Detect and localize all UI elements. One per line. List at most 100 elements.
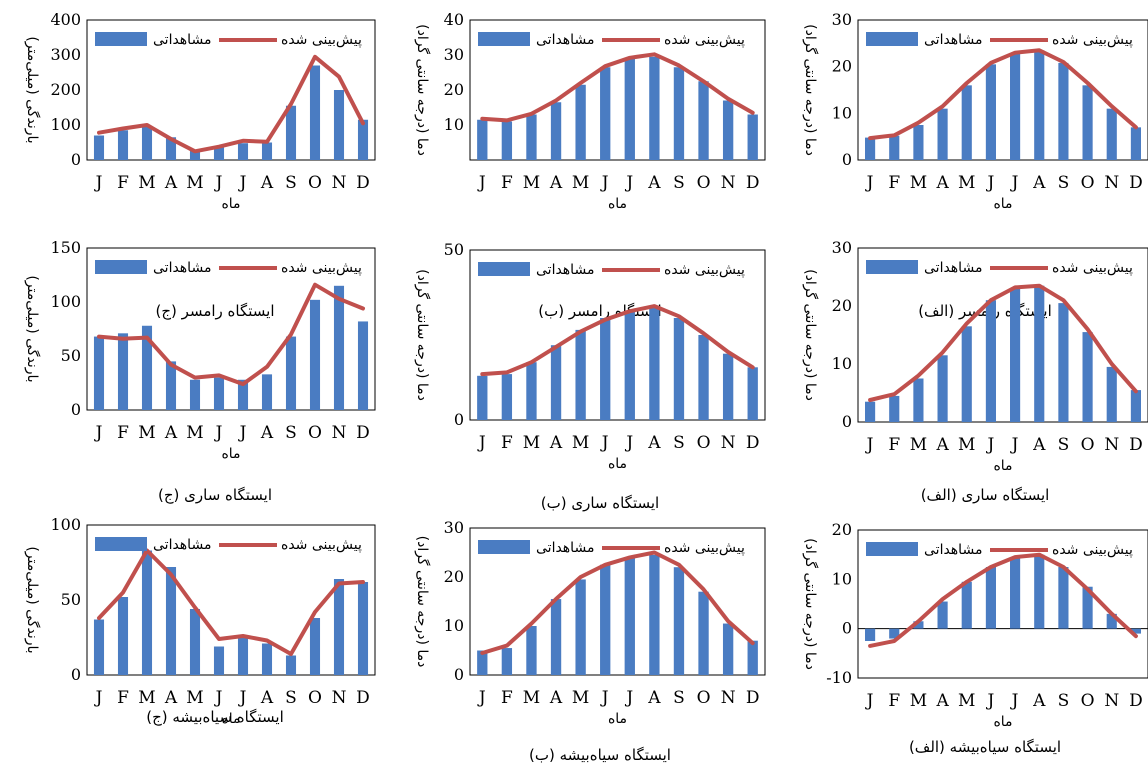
y-tick-label: 20 bbox=[444, 567, 464, 586]
bar-observed bbox=[477, 650, 488, 675]
y-tick-label: 0 bbox=[454, 665, 464, 684]
legend: مشاهداتی پیش‌بینی شده bbox=[478, 32, 745, 48]
y-tick-label: 10 bbox=[832, 354, 852, 373]
bar-observed bbox=[141, 550, 153, 675]
line-predicted bbox=[480, 52, 755, 123]
x-tick-label: A bbox=[260, 688, 274, 708]
x-axis-title: ماه bbox=[221, 711, 240, 727]
legend-label-predicted: پیش‌بینی شده bbox=[1052, 542, 1133, 558]
x-tick-label: A bbox=[164, 423, 178, 443]
x-tick-label: A bbox=[935, 173, 949, 193]
x-tick-label: J bbox=[94, 688, 103, 708]
bar-observed bbox=[261, 374, 273, 410]
legend-label-predicted: پیش‌بینی شده bbox=[664, 32, 745, 48]
bar-observed bbox=[747, 114, 758, 160]
x-tick-label: D bbox=[1129, 435, 1143, 455]
legend-label-observed: مشاهداتی bbox=[924, 260, 982, 276]
line-predicted bbox=[97, 54, 365, 154]
x-axis-title: ماه bbox=[993, 458, 1012, 474]
x-tick-label: N bbox=[721, 688, 736, 708]
bar-observed bbox=[1106, 366, 1117, 422]
bar-observed bbox=[213, 146, 225, 160]
line-predicted bbox=[97, 548, 365, 656]
x-tick-label: A bbox=[260, 173, 274, 193]
bar-observed bbox=[189, 379, 201, 410]
bar-observed bbox=[1034, 50, 1045, 161]
plot-frame bbox=[469, 527, 766, 676]
y-tick-label: 20 bbox=[832, 57, 852, 76]
plot-frame bbox=[86, 247, 376, 411]
bar-observed bbox=[649, 56, 660, 160]
x-tick-label: M bbox=[138, 423, 155, 443]
bar-observed bbox=[117, 597, 129, 675]
x-tick-label: J bbox=[477, 173, 486, 193]
legend-label-observed: مشاهداتی bbox=[924, 32, 982, 48]
bar-observed bbox=[357, 582, 369, 675]
bar-observed bbox=[93, 135, 105, 160]
bar-observed bbox=[526, 362, 537, 420]
x-tick-label: J bbox=[865, 173, 874, 193]
y-tick-label: 0 bbox=[71, 400, 81, 419]
bar-observed bbox=[889, 628, 900, 639]
x-tick-label: A bbox=[549, 433, 563, 453]
x-tick-label: J bbox=[1010, 435, 1019, 455]
x-tick-label: J bbox=[214, 688, 223, 708]
x-tick-label: N bbox=[1104, 435, 1119, 455]
legend: مشاهداتی پیش‌بینی شده bbox=[866, 32, 1133, 48]
panel-caption: ایستگاه ساری (ج) bbox=[158, 486, 272, 505]
x-tick-label: A bbox=[164, 688, 178, 708]
bar-observed bbox=[285, 336, 297, 410]
bar-observed bbox=[477, 375, 488, 420]
x-tick-label: M bbox=[910, 435, 927, 455]
bar-observed bbox=[649, 307, 660, 420]
y-tick-label: 10 bbox=[444, 616, 464, 635]
bar-observed bbox=[333, 90, 345, 160]
y-tick-label: 0 bbox=[71, 665, 81, 684]
x-tick-label: S bbox=[1058, 691, 1070, 711]
panel-caption: ایستگاه سیاه‌بیشه (الف) bbox=[909, 738, 1061, 756]
line-predicted bbox=[868, 552, 1138, 648]
bar-observed bbox=[1010, 53, 1021, 160]
x-tick-label: N bbox=[721, 433, 736, 453]
x-tick-label: O bbox=[697, 433, 711, 453]
legend-label-predicted: پیش‌بینی شده bbox=[281, 260, 362, 276]
x-tick-label: F bbox=[888, 691, 900, 711]
legend: مشاهداتی پیش‌بینی شده bbox=[866, 260, 1133, 276]
x-tick-label: J bbox=[238, 688, 247, 708]
bar-observed bbox=[501, 121, 513, 160]
x-tick-label: S bbox=[673, 688, 685, 708]
bar-observed bbox=[477, 119, 488, 160]
bar-observed bbox=[961, 326, 972, 422]
x-tick-label: J bbox=[214, 173, 223, 193]
panel-caption: ایستگاه ساری (ب) bbox=[541, 494, 659, 512]
x-tick-label: A bbox=[1032, 691, 1046, 711]
bar-observed bbox=[722, 353, 734, 420]
legend-label-predicted: پیش‌بینی شده bbox=[664, 262, 745, 278]
panel-caption: ایستگاه سیاه‌بیشه (ب) bbox=[529, 746, 671, 764]
x-tick-label: D bbox=[356, 423, 370, 443]
x-tick-label: F bbox=[117, 688, 129, 708]
bar-observed bbox=[624, 58, 635, 160]
plot-frame bbox=[469, 19, 766, 161]
bar-observed bbox=[865, 401, 876, 422]
bar-observed bbox=[285, 655, 297, 675]
y-tick-label: 200 bbox=[50, 80, 81, 99]
x-tick-label: A bbox=[647, 688, 661, 708]
bar-observed bbox=[1106, 613, 1117, 629]
legend-swatch-observed bbox=[95, 537, 147, 551]
panel-caption: ایستگاه ساری (الف) bbox=[921, 486, 1050, 504]
bar-observed bbox=[649, 554, 660, 675]
x-tick-label: D bbox=[356, 688, 370, 708]
bar-observed bbox=[600, 67, 611, 160]
x-tick-label: J bbox=[477, 433, 486, 453]
bar-observed bbox=[261, 142, 273, 160]
x-tick-label: D bbox=[356, 173, 370, 193]
x-axis-title: ماه bbox=[993, 714, 1012, 730]
legend-swatch-observed bbox=[478, 540, 530, 554]
bar-observed bbox=[333, 285, 345, 410]
y-tick-label: 30 bbox=[832, 238, 852, 257]
bar-observed bbox=[889, 395, 900, 422]
